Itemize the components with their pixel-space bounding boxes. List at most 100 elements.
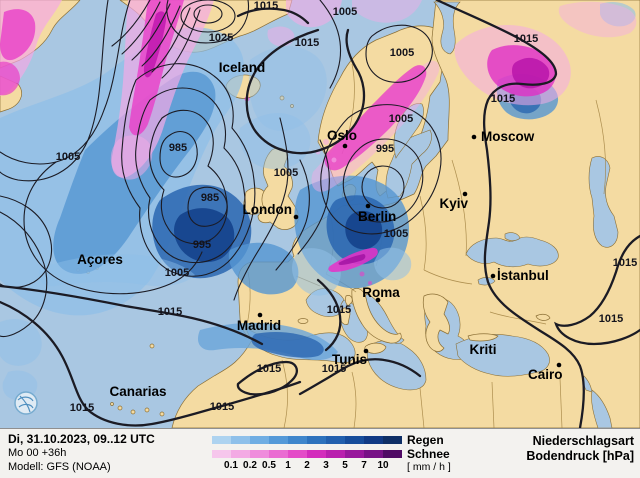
city-label: Oslo — [327, 128, 357, 143]
scale-segment — [250, 450, 269, 458]
legend-tick: 10 — [377, 460, 389, 471]
pressure-label: 1015 — [254, 0, 278, 12]
rain-scale-bar — [212, 436, 402, 444]
legend-label-block: Regen Schnee [ mm / h ] — [407, 433, 451, 474]
city-dot — [471, 134, 477, 140]
scale-segment — [326, 450, 345, 458]
city-label: Moscow — [481, 129, 535, 144]
scale-segment — [364, 436, 383, 444]
scale-segment — [364, 450, 383, 458]
pressure-label: 1015 — [210, 401, 234, 413]
city-label: Canarias — [109, 384, 166, 399]
scale-segment — [231, 436, 250, 444]
watermark-logo — [14, 391, 38, 415]
scale-segment — [345, 436, 364, 444]
pressure-label: 1015 — [327, 304, 351, 316]
precip-type-title: Niederschlagsart — [532, 434, 634, 448]
isobar-layer — [0, 0, 640, 428]
pressure-label: 1015 — [257, 363, 281, 375]
legend-tick: 0.2 — [243, 460, 257, 471]
scale-segment — [326, 436, 345, 444]
pressure-label: 1005 — [165, 267, 189, 279]
legend-tick: 5 — [342, 460, 348, 471]
city-dot — [556, 362, 562, 368]
rain-label: Regen — [407, 433, 444, 447]
scale-segment — [269, 436, 288, 444]
legend-tick: 3 — [323, 460, 329, 471]
islands-layer — [76, 95, 551, 417]
city-label: London — [243, 202, 292, 217]
legend-tick: 1 — [285, 460, 291, 471]
city-label: Berlin — [358, 209, 396, 224]
scale-segment — [307, 450, 326, 458]
map-labels-layer: 1015 1005 1025 1015 1005 1015 1015 1005 985 995 10… — [56, 0, 637, 414]
pressure-label: 1015 — [158, 306, 182, 318]
pressure-label: 985 — [201, 192, 219, 204]
model-text: Modell: GFS (NOAA) — [8, 461, 111, 473]
pressure-label: 1015 — [491, 93, 515, 105]
pressure-label: 1005 — [384, 228, 408, 240]
pressure-label: 1025 — [209, 32, 233, 44]
city-label: Iceland — [219, 60, 266, 75]
scale-segment — [212, 436, 231, 444]
pressure-label: 1015 — [514, 33, 538, 45]
scale-segment — [269, 450, 288, 458]
run-info-block: Di, 31.10.2023, 09..12 UTC Mo 00 +36h Mo… — [8, 432, 155, 474]
chart-title-block: Niederschlagsart Bodendruck [hPa] — [526, 434, 634, 464]
pressure-label: 985 — [169, 142, 187, 154]
pressure-label: 1015 — [599, 313, 623, 325]
unit-label: [ mm / h ] — [407, 461, 451, 473]
pressure-label: 995 — [193, 239, 211, 251]
pressure-label: 1005 — [56, 151, 80, 163]
scale-segment — [383, 450, 402, 458]
city-label: Cairo — [528, 367, 563, 382]
legend-tick: 7 — [361, 460, 367, 471]
legend-tick: 0.1 — [224, 460, 238, 471]
footer-bar: Di, 31.10.2023, 09..12 UTC Mo 00 +36h Mo… — [0, 428, 640, 478]
scale-segment — [250, 436, 269, 444]
scale-segment — [288, 450, 307, 458]
pressure-label: 1015 — [70, 402, 94, 414]
city-label: Açores — [77, 252, 123, 267]
pressure-label: 1015 — [613, 257, 637, 269]
city-label: Madrid — [237, 318, 281, 333]
city-dot — [363, 348, 369, 354]
city-label: İstanbul — [497, 268, 549, 283]
pressure-label: 1005 — [389, 113, 413, 125]
pressure-label: 1005 — [333, 6, 357, 18]
city-label: Kyiv — [439, 196, 468, 211]
pressure-label: 1015 — [295, 37, 319, 49]
city-dot — [462, 191, 468, 197]
pressure-label: 995 — [376, 143, 394, 155]
city-dot — [490, 273, 496, 279]
city-label: Tunis — [332, 352, 367, 367]
valid-time-text: Di, 31.10.2023, 09..12 UTC — [8, 432, 155, 446]
city-dot — [293, 214, 299, 220]
scale-segment — [231, 450, 250, 458]
snow-label: Schnee — [407, 447, 450, 461]
legend-tick: 2 — [304, 460, 310, 471]
legend-tick: 0.5 — [262, 460, 276, 471]
pressure-title: Bodendruck [hPa] — [526, 449, 634, 463]
pressure-label: 1005 — [274, 167, 298, 179]
scale-segment — [212, 450, 231, 458]
city-dot — [342, 143, 348, 149]
city-label: Kriti — [470, 342, 497, 357]
scale-segment — [307, 436, 326, 444]
city-label: Roma — [362, 285, 400, 300]
pressure-label: 1015 — [322, 363, 346, 375]
pressure-label: 1005 — [390, 47, 414, 59]
snow-scale-bar — [212, 450, 402, 458]
scale-segment — [383, 436, 402, 444]
city-dot — [365, 203, 371, 209]
map-area: 1015 1005 1025 1015 1005 1015 1015 1005 985 995 10… — [0, 0, 640, 428]
city-dot — [257, 312, 263, 318]
run-offset-text: Mo 00 +36h — [8, 447, 67, 459]
city-dot — [375, 297, 381, 303]
scale-segment — [288, 436, 307, 444]
weather-map: 1015 1005 1025 1015 1005 1015 1015 1005 985 995 10… — [0, 0, 640, 428]
precip-legend: 0.1 0.2 0.5 1 2 3 5 7 10 — [212, 436, 402, 472]
legend-tick-row: 0.1 0.2 0.5 1 2 3 5 7 10 — [212, 460, 402, 472]
scale-segment — [345, 450, 364, 458]
